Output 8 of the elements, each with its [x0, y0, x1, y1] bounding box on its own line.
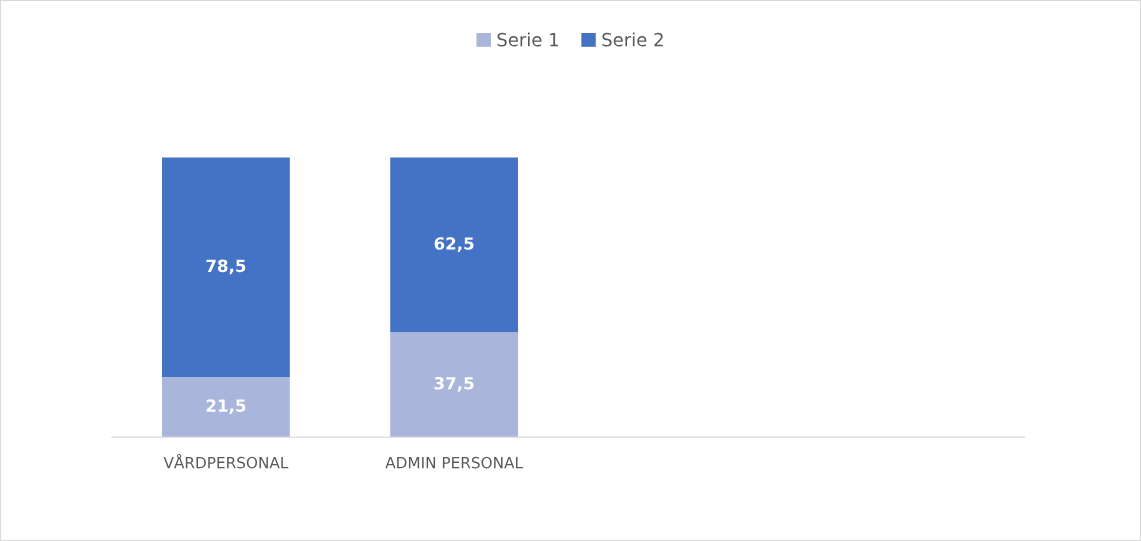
x-tick-label: VÅRDPERSONAL [163, 454, 289, 469]
legend-label: Serie 1 [497, 32, 558, 47]
data-label: 78,5 [206, 259, 246, 275]
x-tick-label: ADMIN PERSONAL [385, 456, 523, 469]
data-label: 62,5 [434, 237, 474, 252]
data-label: 37,5 [434, 376, 474, 392]
data-label: 21,5 [206, 399, 246, 415]
legend-label: Serie 2 [602, 32, 663, 47]
